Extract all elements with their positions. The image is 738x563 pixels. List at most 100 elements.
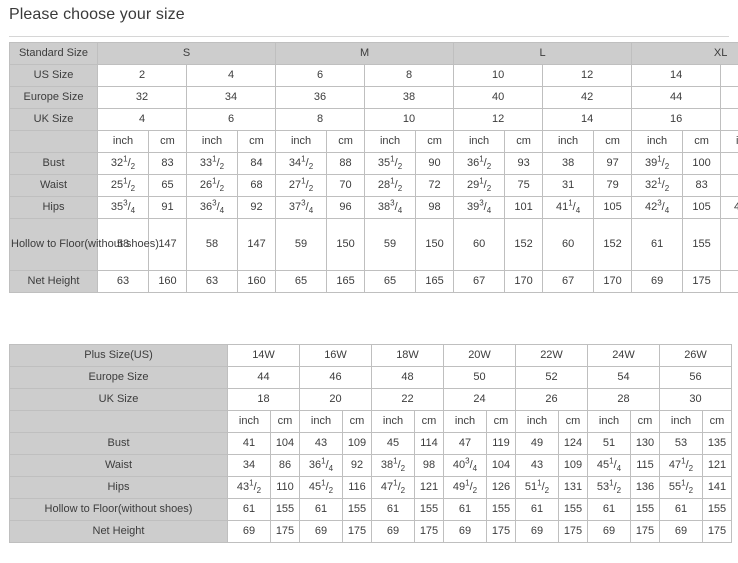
row-label: Bust — [9, 152, 98, 175]
size-value: 42 — [542, 86, 633, 109]
unit-inch: inch — [720, 130, 738, 153]
size-value: 18W — [371, 344, 444, 367]
measure-cm: 115 — [630, 454, 660, 477]
measure-cm: 155 — [342, 498, 372, 521]
unit-cm: cm — [486, 410, 516, 433]
measure-cm: 131 — [558, 476, 588, 499]
measure-inch: 373/4 — [275, 196, 328, 219]
unit-inch: inch — [97, 130, 149, 153]
measure-inch: 38 — [542, 152, 595, 175]
size-value: 4 — [97, 108, 187, 131]
size-value: 50 — [443, 366, 516, 389]
unit-inch: inch — [275, 130, 328, 153]
unit-row-spacer — [9, 410, 228, 433]
measure-inch: 69 — [227, 520, 271, 543]
size-value: 4 — [185, 64, 277, 87]
measure-cm: 104 — [270, 432, 300, 455]
measure-cm: 155 — [558, 498, 588, 521]
measure-inch: 261/2 — [186, 174, 238, 197]
measure-cm: 86 — [270, 454, 300, 477]
unit-inch: inch — [631, 130, 684, 153]
page-title: Please choose your size — [9, 6, 185, 23]
measure-cm: 136 — [630, 476, 660, 499]
size-value: 44 — [227, 366, 300, 389]
row-label: UK Size — [9, 388, 228, 411]
row-label: US Size — [9, 64, 98, 87]
size-group-xl: XL — [631, 42, 738, 65]
table-row: Standard Size S M L XL — [9, 42, 738, 65]
row-label: Hips — [9, 196, 98, 219]
measure-cm: 175 — [414, 520, 444, 543]
measure-inch: 381/2 — [371, 454, 415, 477]
size-value: 12 — [542, 64, 633, 87]
measure-cm: 155 — [682, 218, 722, 271]
measure-inch: 69 — [443, 520, 487, 543]
measure-cm: 155 — [486, 498, 516, 521]
measure-cm: 110 — [270, 476, 300, 499]
size-value: 24W — [587, 344, 660, 367]
measure-inch: 331/2 — [186, 152, 238, 175]
size-value: 32 — [97, 86, 187, 109]
title-divider — [9, 36, 729, 37]
measure-cm: 101 — [504, 196, 544, 219]
measure-inch: 471/2 — [659, 454, 703, 477]
size-value: 10 — [364, 108, 455, 131]
measure-inch: 34 — [720, 174, 738, 197]
row-label: Europe Size — [9, 366, 228, 389]
measure-inch: 43 — [299, 432, 343, 455]
measure-cm: 104 — [486, 454, 516, 477]
measure-cm: 175 — [342, 520, 372, 543]
unit-inch: inch — [453, 130, 506, 153]
measure-inch: 61 — [371, 498, 415, 521]
measure-cm: 91 — [148, 196, 187, 219]
size-value: 14 — [542, 108, 633, 131]
size-value: 6 — [185, 108, 277, 131]
measure-cm: 114 — [414, 432, 444, 455]
measure-cm: 72 — [415, 174, 455, 197]
unit-inch: inch — [227, 410, 271, 433]
size-value: 16 — [720, 64, 738, 87]
measure-inch: 441/4 — [720, 196, 738, 219]
measure-cm: 155 — [270, 498, 300, 521]
unit-row-spacer — [9, 130, 98, 153]
table-row: Net Height 69 175 69 175 69 175 69 175 69 175 69 175… — [9, 520, 732, 543]
row-label: UK Size — [9, 108, 98, 131]
unit-cm: cm — [558, 410, 588, 433]
measure-inch: 59 — [275, 218, 328, 271]
size-value: 18 — [227, 388, 300, 411]
table-row: Waist 34 86 361/4 92 381/2 98 403/4 104 43 109 451/… — [9, 454, 732, 477]
measure-cm: 93 — [504, 152, 544, 175]
size-value: 26W — [659, 344, 732, 367]
row-label: Bust — [9, 432, 228, 455]
size-value: 30 — [659, 388, 732, 411]
size-value: 16W — [299, 344, 372, 367]
size-value: 16 — [631, 108, 722, 131]
measure-cm: 175 — [702, 520, 732, 543]
measure-inch: 61 — [227, 498, 271, 521]
size-value: 48 — [371, 366, 444, 389]
size-value: 22W — [515, 344, 588, 367]
measure-cm: 116 — [342, 476, 372, 499]
measure-cm: 152 — [593, 218, 633, 271]
table-row: Bust 321/2 83 331/2 84 341/2 88 351/2 90 361/2 93 3… — [9, 152, 738, 175]
measure-cm: 98 — [414, 454, 444, 477]
row-label: Waist — [9, 454, 228, 477]
measure-inch: 67 — [542, 270, 595, 293]
unit-inch: inch — [443, 410, 487, 433]
measure-cm: 160 — [148, 270, 187, 293]
measure-inch: 391/2 — [631, 152, 684, 175]
table-row: Europe Size 44 46 48 50 52 54 56 — [9, 366, 732, 389]
plus-size-table: Plus Size(US) 14W 16W 18W 20W 22W 24W 26W Europe… — [9, 344, 732, 543]
unit-inch: inch — [542, 130, 595, 153]
unit-cm: cm — [342, 410, 372, 433]
measure-cm: 155 — [630, 498, 660, 521]
measure-cm: 175 — [682, 270, 722, 293]
size-value: 46 — [720, 86, 738, 109]
size-value: 46 — [299, 366, 372, 389]
measure-cm: 79 — [593, 174, 633, 197]
measure-cm: 175 — [270, 520, 300, 543]
unit-cm: cm — [702, 410, 732, 433]
unit-inch: inch — [186, 130, 238, 153]
measure-cm: 68 — [236, 174, 277, 197]
size-value: 6 — [275, 64, 366, 87]
